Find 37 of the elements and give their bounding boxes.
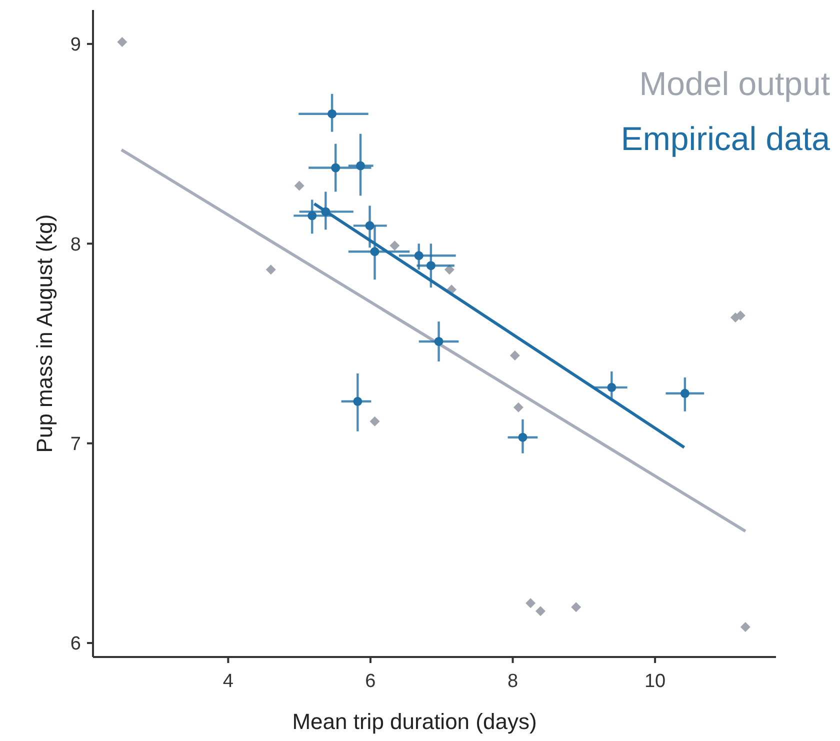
point [434,336,444,346]
y-tick-label: 9 [70,34,81,56]
x-tick-label: 10 [644,671,666,692]
point [353,396,362,406]
point [680,388,690,398]
point [518,432,528,442]
y-tick-label: 6 [70,634,81,655]
y-tick-label: 8 [70,234,81,256]
x-tick-label: 4 [222,671,234,692]
x-tick-label: 6 [365,671,376,692]
point [294,180,304,191]
point [390,240,400,251]
y-tick-label: 7 [70,434,81,455]
point [426,261,436,270]
point [370,416,380,426]
y-axis-title: Pup mass in August (kg) [32,214,57,453]
point [356,161,366,170]
point [536,606,546,616]
point [328,109,337,118]
point [510,350,520,360]
text: Model output [639,65,830,102]
x-axis-title: Mean trip duration (days) [292,709,537,734]
point [308,211,317,220]
point [117,36,128,47]
text: Empirical data [620,120,831,157]
point [414,251,424,260]
point [526,598,536,608]
x-tick-label: 8 [507,671,518,692]
point [740,622,750,632]
point [370,247,380,256]
point [365,221,374,230]
point [266,264,276,275]
point [513,402,524,412]
point [571,602,582,612]
point [444,264,454,275]
point [607,382,616,392]
point [331,163,340,172]
